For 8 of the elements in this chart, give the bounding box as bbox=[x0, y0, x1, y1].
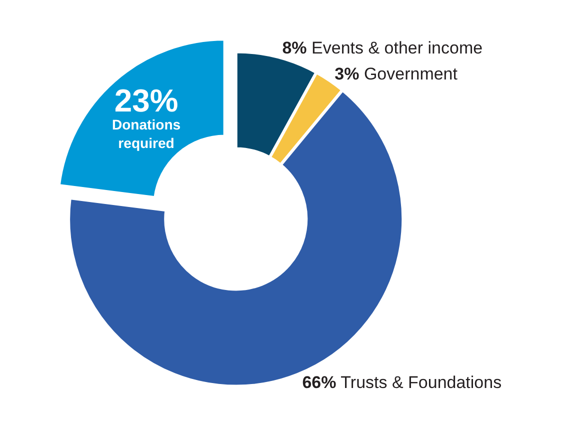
slice-label: Donations required bbox=[112, 116, 181, 151]
data-label: 23% bbox=[114, 82, 178, 118]
data-label: 3% bbox=[334, 64, 360, 84]
slice-label: Events & other income bbox=[312, 38, 483, 58]
slice-label: Government bbox=[364, 64, 458, 84]
data-label: 66% bbox=[302, 373, 336, 392]
data-label: 8% bbox=[282, 38, 307, 58]
slice-label: Trusts & Foundations bbox=[340, 373, 502, 392]
